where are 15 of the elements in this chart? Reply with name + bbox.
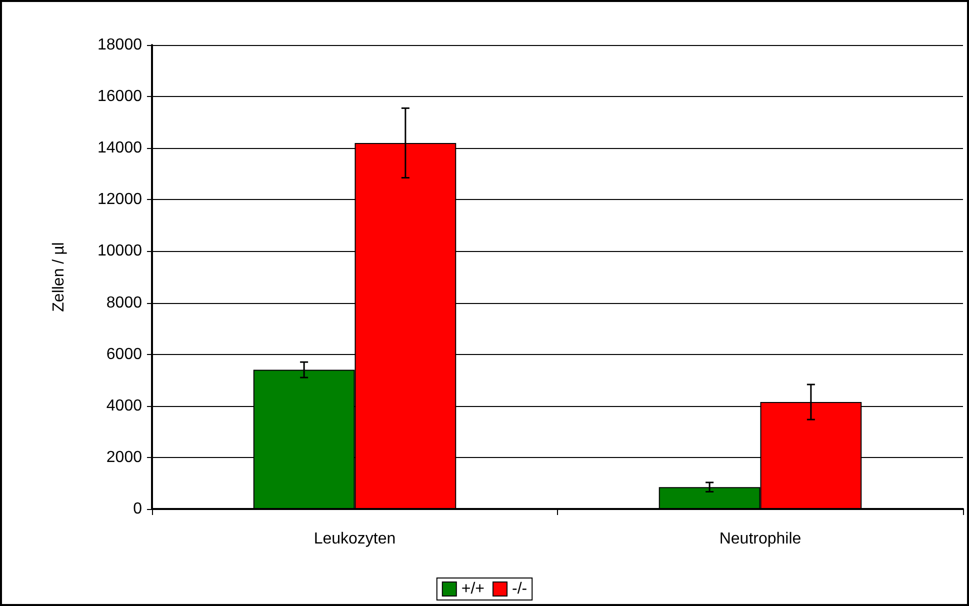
- x-tick-label: Neutrophile: [719, 530, 802, 548]
- y-tick-label: 16000: [98, 88, 142, 106]
- y-tick-label: 14000: [98, 140, 142, 157]
- y-tick-label: 6000: [106, 346, 142, 363]
- y-tick-label: 12000: [98, 191, 142, 208]
- y-tick-label: 2000: [106, 448, 142, 466]
- y-tick-label: 18000: [98, 36, 142, 54]
- y-tick-label: 0: [133, 500, 142, 518]
- y-tick-label: 4000: [106, 397, 142, 414]
- legend-label: +/+: [461, 580, 485, 598]
- y-tick-label: 10000: [98, 242, 142, 260]
- y-tick-label: 8000: [106, 294, 142, 312]
- x-tick-label: Leukozyten: [314, 530, 396, 548]
- y-axis-title: Zellen / µl: [50, 242, 68, 312]
- legend-label: -/-: [512, 580, 528, 598]
